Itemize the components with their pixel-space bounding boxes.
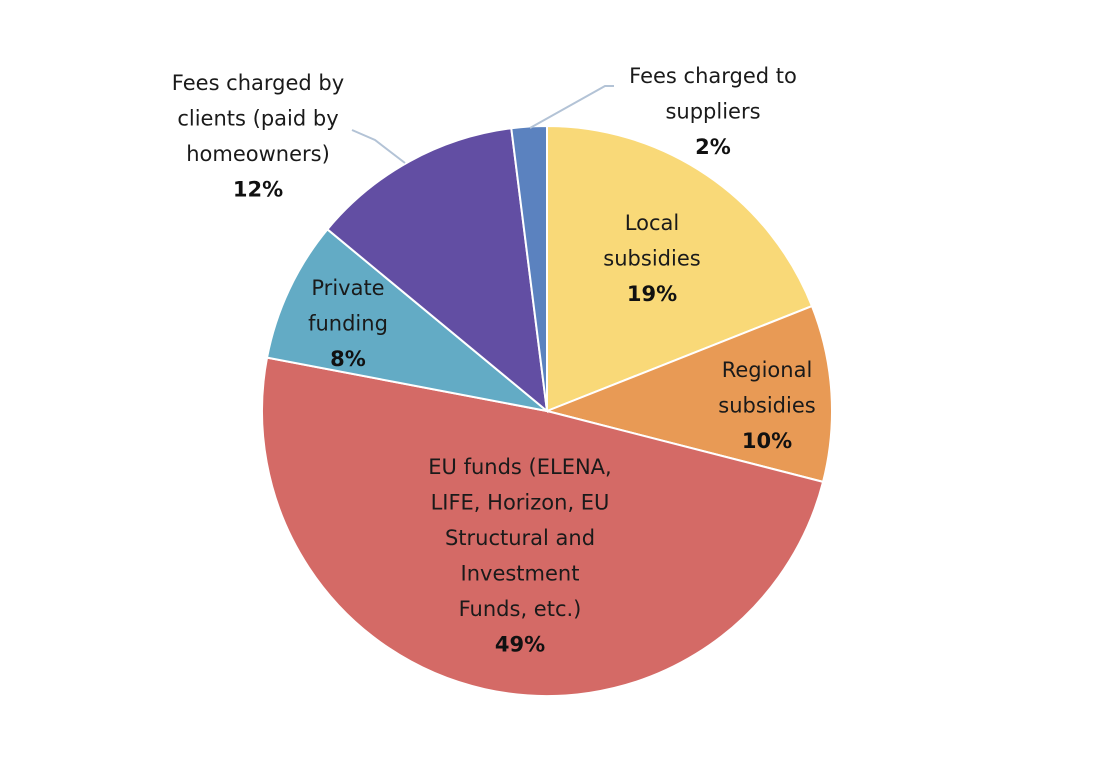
slice-label-4: Fees charged by clients (paid by homeowner… [172,71,344,202]
slice-label-3: Private funding 8% [308,276,388,371]
slice-label-line: Private [311,276,384,300]
pie-slice-4 [325,127,549,414]
slice-label-line: suppliers [665,100,760,124]
slice-label-line: subsidies [603,247,700,271]
slice-value-label: 49% [495,633,545,657]
slice-label-5: Fees charged to suppliers 2% [629,64,797,159]
slice-label-line: clients (paid by [177,107,338,131]
slice-value-label: 19% [627,282,677,306]
slice-value-label: 12% [233,178,283,202]
leader-line-4 [351,129,406,164]
slice-label-line: LIFE, Horizon, EU [431,491,610,515]
slice-label-line: subsidies [718,394,815,418]
pie-slice-2 [261,356,825,698]
slice-label-line: Fees charged to [629,64,797,88]
leader-line-5 [529,85,614,129]
leader-lines-layer [351,85,614,164]
slice-label-line: homeowners) [186,142,330,166]
slice-label-2: EU funds (ELENA, LIFE, Horizon, EU Structu… [428,455,611,657]
slice-label-0: Local subsidies 19% [603,211,700,306]
slice-label-line: Regional [722,358,813,382]
pie-slice-0 [546,124,814,413]
slices-layer [261,124,833,698]
slice-label-line: Local [625,211,679,235]
labels-layer: Local subsidies 19% Regional subsidies 10% EU … [172,64,816,657]
slice-label-1: Regional subsidies 10% [718,358,815,453]
slice-label-line: Investment [461,562,580,586]
slice-value-label: 8% [330,347,366,371]
slice-label-line: EU funds (ELENA, [428,455,611,479]
slice-value-label: 10% [742,429,792,453]
pie-slice-1 [543,304,833,484]
slice-label-line: funding [308,312,388,336]
slice-label-line: Funds, etc.) [459,597,582,621]
slice-value-label: 2% [695,135,731,159]
slice-label-line: Structural and [445,526,595,550]
pie-slice-3 [265,227,548,412]
slice-label-line: Fees charged by [172,71,344,95]
pie-slice-5 [510,124,548,412]
